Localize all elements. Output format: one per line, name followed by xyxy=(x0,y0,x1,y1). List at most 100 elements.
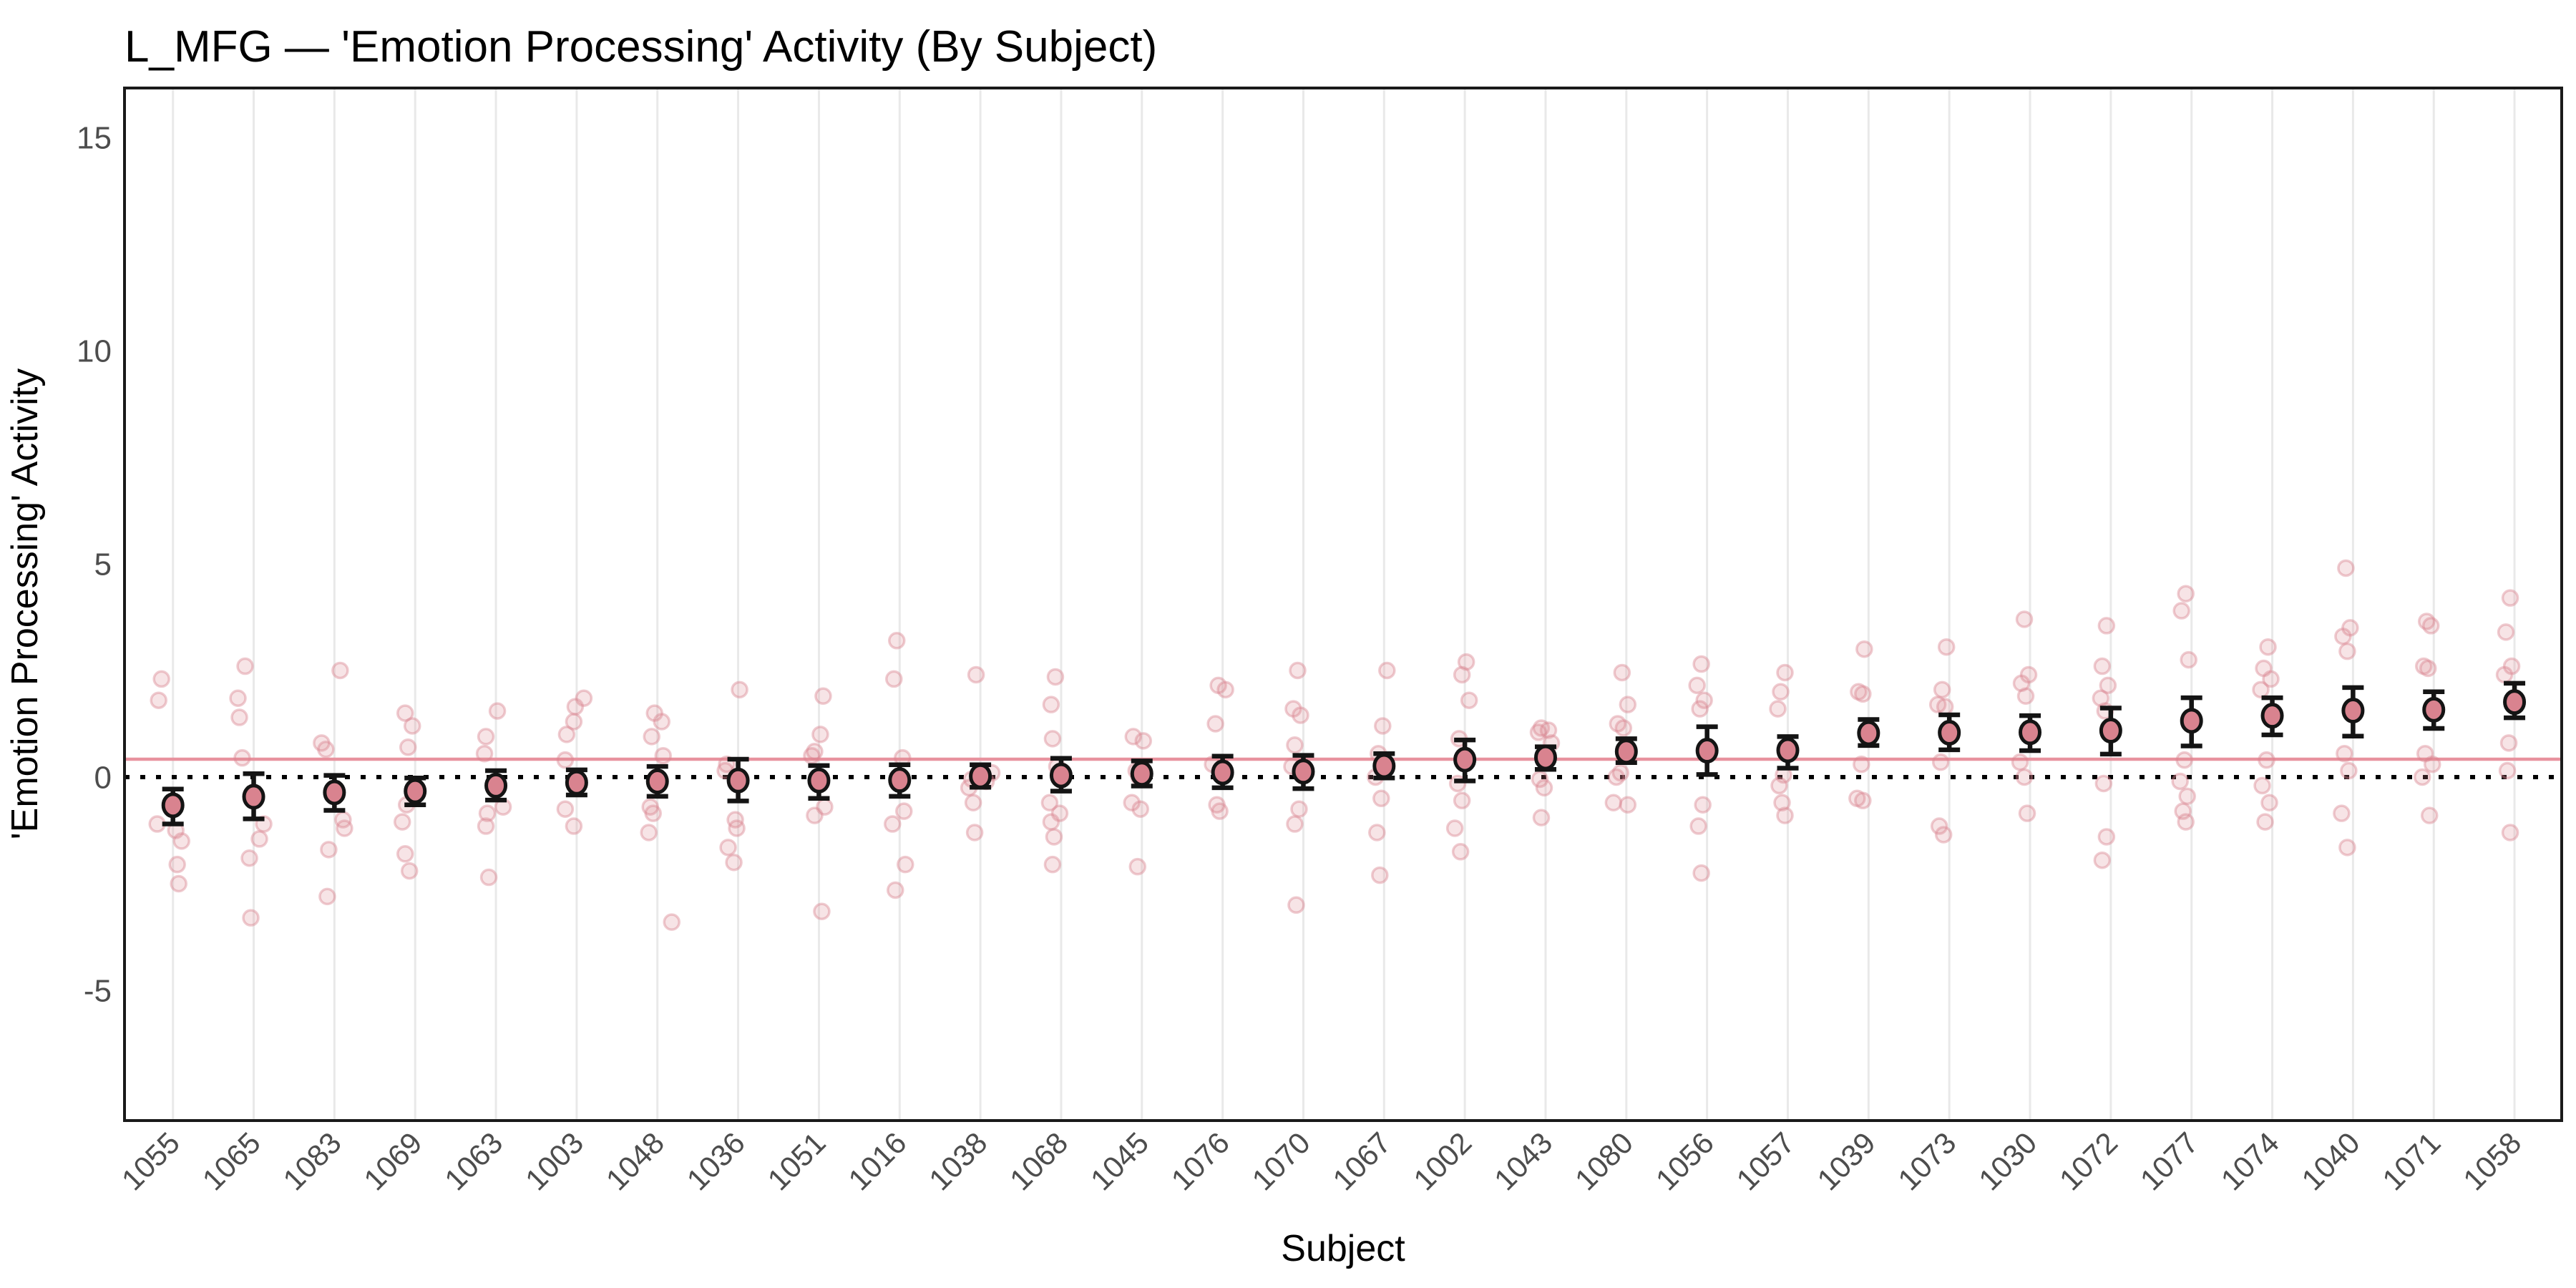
raw-data-point xyxy=(1134,732,1153,750)
raw-data-point xyxy=(1689,817,1707,835)
raw-data-point xyxy=(1216,680,1234,699)
raw-data-point xyxy=(2495,665,2514,684)
raw-data-point xyxy=(1042,813,1060,831)
raw-data-point xyxy=(2093,851,2112,869)
raw-data-point xyxy=(478,804,497,822)
raw-data-point xyxy=(645,704,663,722)
y-tick-label: 10 xyxy=(77,333,112,369)
y-tick-label: 5 xyxy=(94,547,112,582)
raw-data-point xyxy=(2177,585,2195,602)
raw-data-point xyxy=(250,830,268,848)
raw-data-point xyxy=(895,802,913,820)
raw-data-point xyxy=(1855,640,1873,658)
raw-data-point xyxy=(885,670,903,688)
raw-data-point xyxy=(644,804,662,822)
raw-data-point xyxy=(1368,824,1386,841)
raw-data-point xyxy=(1451,843,1470,861)
raw-data-point xyxy=(813,902,831,920)
raw-data-point xyxy=(1769,700,1787,718)
raw-data-point xyxy=(400,862,419,880)
raw-data-point xyxy=(2333,804,2351,822)
raw-data-point xyxy=(1372,789,1390,808)
y-axis-title: 'Emotion Processing' Activity xyxy=(4,369,46,840)
raw-data-point xyxy=(2174,802,2192,820)
raw-data-point xyxy=(557,726,576,743)
raw-data-point xyxy=(811,726,829,743)
raw-data-point xyxy=(152,670,170,688)
raw-data-point xyxy=(2416,744,2434,763)
raw-data-point xyxy=(172,832,190,850)
raw-data-point xyxy=(814,687,832,706)
raw-data-point xyxy=(1287,896,1305,914)
raw-data-point xyxy=(1286,815,1304,833)
raw-data-point xyxy=(1292,706,1309,724)
raw-data-point xyxy=(806,806,824,824)
raw-data-point xyxy=(654,746,672,765)
raw-data-point xyxy=(1928,696,1947,713)
raw-data-point xyxy=(2256,813,2274,831)
raw-data-point xyxy=(2501,824,2519,841)
subject-mean-point xyxy=(2099,718,2122,744)
raw-points-layer xyxy=(148,559,2521,931)
y-axis-tick-labels: 15 10 5 0 -5 xyxy=(77,120,112,1008)
raw-data-point xyxy=(1850,683,1868,701)
raw-data-point xyxy=(575,689,593,707)
raw-data-point xyxy=(2414,657,2433,675)
raw-data-point xyxy=(1290,800,1308,818)
raw-data-point xyxy=(888,632,906,650)
raw-data-point xyxy=(640,824,658,841)
raw-data-point xyxy=(233,748,251,767)
raw-data-point xyxy=(1535,779,1553,797)
subject-mean-point xyxy=(161,792,185,819)
raw-data-point xyxy=(1930,817,1948,835)
raw-data-point xyxy=(964,794,982,812)
raw-data-point xyxy=(1040,794,1059,812)
raw-data-point xyxy=(396,845,414,863)
raw-data-point xyxy=(965,824,984,841)
raw-data-point xyxy=(2497,623,2515,641)
raw-data-point xyxy=(320,841,338,859)
raw-data-point xyxy=(2338,642,2356,660)
raw-data-point xyxy=(1289,661,1307,680)
raw-data-point xyxy=(726,811,744,829)
raw-data-point xyxy=(2260,794,2278,812)
raw-data-point xyxy=(2421,617,2440,635)
raw-data-point xyxy=(2178,787,2196,806)
raw-data-point xyxy=(967,665,985,684)
subject-mean-point xyxy=(2180,708,2203,734)
raw-data-point xyxy=(1691,700,1709,718)
raw-data-point xyxy=(1695,691,1713,709)
raw-data-point xyxy=(1284,700,1302,718)
raw-data-point xyxy=(2175,751,2193,769)
raw-data-point xyxy=(1773,794,1791,812)
raw-data-point xyxy=(2336,744,2353,763)
raw-data-point xyxy=(1445,819,1464,837)
subject-mean-point xyxy=(1938,720,1961,746)
raw-data-point xyxy=(1532,719,1551,737)
subject-mean-point xyxy=(2422,696,2446,723)
raw-data-point xyxy=(475,744,494,763)
raw-data-point xyxy=(1613,663,1631,682)
raw-data-point xyxy=(1529,723,1548,741)
raw-data-point xyxy=(565,713,583,731)
raw-data-point xyxy=(643,728,660,746)
raw-data-point xyxy=(1607,768,1626,786)
raw-data-point xyxy=(897,855,914,874)
raw-data-point xyxy=(2018,804,2036,822)
raw-data-point xyxy=(2259,638,2277,656)
raw-data-point xyxy=(1046,668,1065,686)
raw-data-point xyxy=(1131,800,1150,818)
raw-data-point xyxy=(2417,613,2436,630)
raw-data-point xyxy=(1208,796,1226,814)
raw-data-point xyxy=(2499,734,2518,752)
subject-mean-point xyxy=(565,769,588,796)
raw-data-point xyxy=(1378,661,1396,680)
raw-data-point xyxy=(2334,628,2352,645)
raw-data-point xyxy=(2093,657,2112,675)
raw-data-point xyxy=(1937,638,1956,656)
raw-data-point xyxy=(2099,676,2117,695)
raw-data-point xyxy=(236,657,254,675)
subject-mean-point xyxy=(969,763,992,789)
